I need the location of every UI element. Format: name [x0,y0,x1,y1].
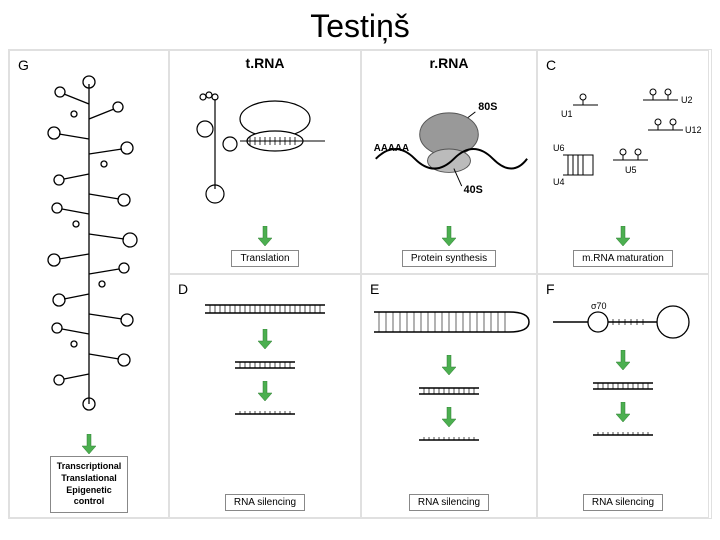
arrow-icon [442,355,456,375]
panel-c: C U1 U2 [537,50,709,274]
panel-g-diagram [14,55,164,432]
panel-a-diagram [174,73,356,224]
svg-text:40S: 40S [464,183,483,195]
panel-g-caption: TranscriptionalTranslationalEpigeneticco… [50,456,129,513]
arrow-icon [616,226,630,246]
page-title: Testiņš [0,0,720,49]
panel-f-label: F [546,281,555,297]
panel-a-caption: Translation [231,250,298,267]
svg-text:AAAAA: AAAAA [374,142,409,153]
panel-d-caption: RNA silencing [225,494,305,511]
svg-text:U5: U5 [625,165,637,175]
arrow-icon [258,381,272,401]
svg-text:U12: U12 [685,125,702,135]
arrow-icon [442,407,456,427]
panel-b-caption: Protein synthesis [402,250,496,267]
panel-b-header: r.RNA [430,55,469,71]
panel-c-diagram: U1 U2 U12 [542,55,704,224]
panel-f-caption: RNA silencing [583,494,663,511]
panel-e-caption: RNA silencing [409,494,489,511]
panel-c-caption: m.RNA maturation [573,250,673,267]
panel-b-diagram: 80S AAAAA 40S [366,73,532,224]
panel-d: D [169,274,361,518]
svg-text:σ70: σ70 [591,301,607,311]
diagram-grid: t.RNA [8,49,712,519]
arrow-icon [258,226,272,246]
panel-f: F σ70 [537,274,709,518]
panel-g-label: G [18,57,29,73]
svg-text:U2: U2 [681,95,693,105]
panel-b: r.RNA 80S AAAAA 40S Protein synthesis [361,50,537,274]
panel-e-diagram [366,297,532,492]
svg-text:U4: U4 [553,177,565,187]
arrow-icon [82,434,96,454]
panel-a-header: t.RNA [246,55,285,71]
svg-text:80S: 80S [478,100,497,112]
panel-g: G [9,50,169,518]
panel-e-label: E [370,281,379,297]
arrow-icon [616,402,630,422]
panel-d-diagram [174,297,356,492]
panel-e: E [361,274,537,518]
arrow-icon [442,226,456,246]
panel-c-label: C [546,57,556,73]
panel-d-label: D [178,281,188,297]
panel-a: t.RNA [169,50,361,274]
arrow-icon [258,329,272,349]
svg-text:U6: U6 [553,143,565,153]
svg-text:U1: U1 [561,109,573,119]
arrow-icon [616,350,630,370]
panel-f-diagram: σ70 [542,297,704,492]
